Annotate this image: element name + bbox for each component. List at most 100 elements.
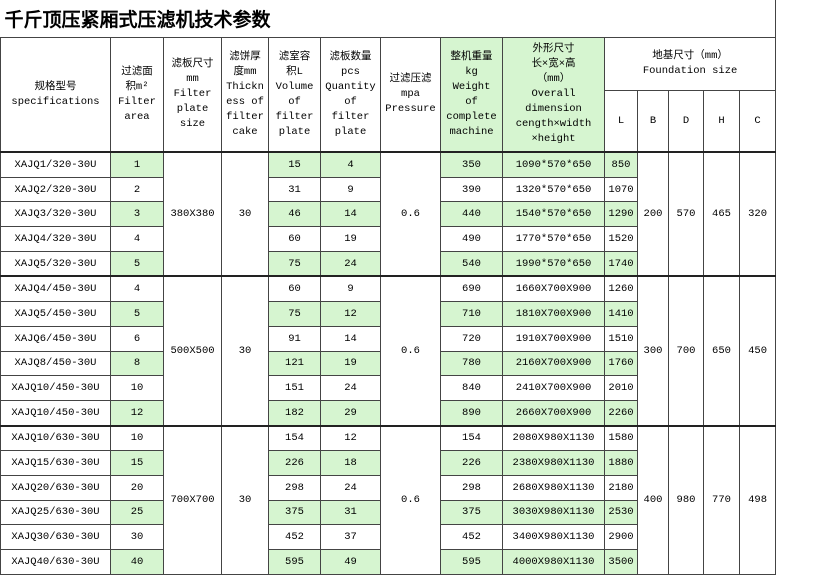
header-line: filter (275, 110, 314, 123)
model: XAJQ4/320-30U (0, 226, 111, 252)
header-line: 积m² (125, 80, 149, 93)
header-line: Overall (531, 88, 576, 100)
column-header: 过滤压滤 mpa Pressure (380, 37, 441, 153)
data-row: XAJQ3/320-30U 3 46 14 440 1540*570*650 1290 (0, 201, 776, 228)
plate-quantity: 49 (320, 549, 381, 575)
chamber-volume: 31 (268, 176, 321, 203)
foundation-l: 2260 (604, 399, 638, 427)
dimensions: 4000X980X1130 (502, 549, 605, 575)
header-line: Filter (118, 95, 156, 108)
dimensions: 1770*570*650 (502, 226, 605, 252)
filter-area: 25 (110, 499, 164, 526)
plate-quantity: 12 (320, 301, 381, 327)
foundation-d: 980 (668, 424, 704, 575)
chamber-volume: 60 (268, 275, 321, 303)
dimensions: 2680X980X1130 (502, 474, 605, 501)
filter-area: 5 (110, 250, 164, 277)
weight: 690 (440, 275, 503, 303)
header-line: 积L (286, 65, 303, 78)
foundation-l: 2900 (604, 524, 638, 550)
filter-area: 10 (110, 424, 164, 452)
dimensions: 2660X700X900 (502, 399, 605, 427)
cake-thickness: 30 (221, 275, 269, 427)
weight: 452 (440, 524, 503, 550)
header-line: Weight (452, 80, 491, 93)
header-line: of (288, 95, 301, 108)
header-line: 长×宽×高 (531, 58, 576, 70)
header-line: plate (278, 125, 311, 138)
header-line: （mm） (536, 73, 571, 85)
spec-table: 千斤顶压紧厢式压滤机技术参数 规格型号 specifications 过滤面 积m² F… (0, 0, 777, 575)
weight: 298 (440, 474, 503, 501)
foundation-l: 2010 (604, 375, 638, 401)
foundation-l: 1510 (604, 325, 638, 352)
model: XAJQ20/630-30U (0, 474, 111, 501)
data-row: XAJQ30/630-30U 30 452 37 452 3400X980X1130 290… (0, 524, 776, 550)
chamber-volume: 182 (268, 399, 321, 427)
header-line: 规格型号 (34, 80, 77, 93)
foundation-l: 1880 (604, 450, 638, 476)
model: XAJQ5/320-30U (0, 250, 111, 277)
plate-quantity: 12 (320, 424, 381, 452)
header-line: filter (331, 110, 370, 123)
data-row: XAJQ2/320-30U 2 31 9 390 1320*570*650 1070 (0, 176, 776, 203)
filter-area: 10 (110, 375, 164, 401)
column-header: 滤室容 积L Volume of filter plate (268, 37, 321, 153)
filter-area: 1 (110, 150, 164, 178)
foundation-l: 1520 (604, 226, 638, 252)
plate-size: 380X380 (163, 150, 222, 277)
data-row: XAJQ40/630-30U 40 595 49 595 4000X980X1130 350… (0, 549, 776, 575)
data-row: XAJQ1/320-30U 1 380X380 30 15 4 0.6 350 1090*570… (0, 150, 777, 277)
header-line: 过滤面 (121, 65, 153, 78)
dimensions: 1810X700X900 (502, 301, 605, 327)
foundation-l: 1290 (604, 201, 638, 228)
plate-quantity: 24 (320, 474, 381, 501)
foundation-column-header: C (738, 90, 777, 153)
weight: 710 (440, 301, 503, 327)
header-line: machine (449, 125, 494, 138)
header-line: 滤室容 (278, 50, 311, 63)
header-line: 滤板数量 (329, 50, 372, 63)
filter-area: 20 (110, 474, 164, 501)
header-line: 外形尺寸 (532, 43, 575, 55)
model: XAJQ10/450-30U (0, 375, 111, 401)
header-line: 滤饼厚 (229, 50, 261, 63)
header-line: Thickn (226, 80, 264, 93)
pressure: 0.6 (380, 275, 441, 427)
data-row: XAJQ10/630-30U 10 700X700 30 154 12 0.6 154 2080… (0, 424, 777, 575)
foundation-l: 1070 (604, 176, 638, 203)
plate-quantity: 4 (320, 150, 381, 178)
column-header: 外形尺寸 长×宽×高 （mm） Overall dimension cength×widt… (502, 37, 605, 153)
header-row: 规格型号 specifications 过滤面 积m² Filter area 滤板尺寸 mm… (0, 37, 777, 153)
plate-quantity: 18 (320, 450, 381, 476)
pressure: 0.6 (380, 150, 441, 277)
foundation-d: 570 (668, 150, 704, 277)
weight: 490 (440, 226, 503, 252)
weight: 375 (440, 499, 503, 526)
column-header: 整机重量 kg Weight of complete machine (440, 37, 503, 153)
model: XAJQ2/320-30U (0, 176, 111, 203)
chamber-volume: 60 (268, 226, 321, 252)
plate-quantity: 24 (320, 250, 381, 277)
chamber-volume: 75 (268, 250, 321, 277)
dimensions: 1910X700X900 (502, 325, 605, 352)
header-line: cake (232, 125, 258, 138)
plate-size: 700X700 (163, 424, 222, 575)
plate-quantity: 37 (320, 524, 381, 550)
foundation-c: 450 (738, 275, 777, 427)
dimensions: 1090*570*650 (502, 150, 605, 178)
foundation-b: 300 (637, 275, 669, 427)
dimensions: 2160X700X900 (502, 350, 605, 377)
header-line: kg (465, 65, 478, 78)
pressure: 0.6 (380, 424, 441, 575)
data-row: XAJQ5/450-30U 5 75 12 710 1810X700X900 1410 (0, 301, 776, 327)
chamber-volume: 595 (268, 549, 321, 575)
foundation-l: 1410 (604, 301, 638, 327)
foundation-l: 1760 (604, 350, 638, 377)
filter-area: 40 (110, 549, 164, 575)
dimensions: 3030X980X1130 (502, 499, 605, 526)
filter-area: 6 (110, 325, 164, 352)
model: XAJQ30/630-30U (0, 524, 111, 550)
